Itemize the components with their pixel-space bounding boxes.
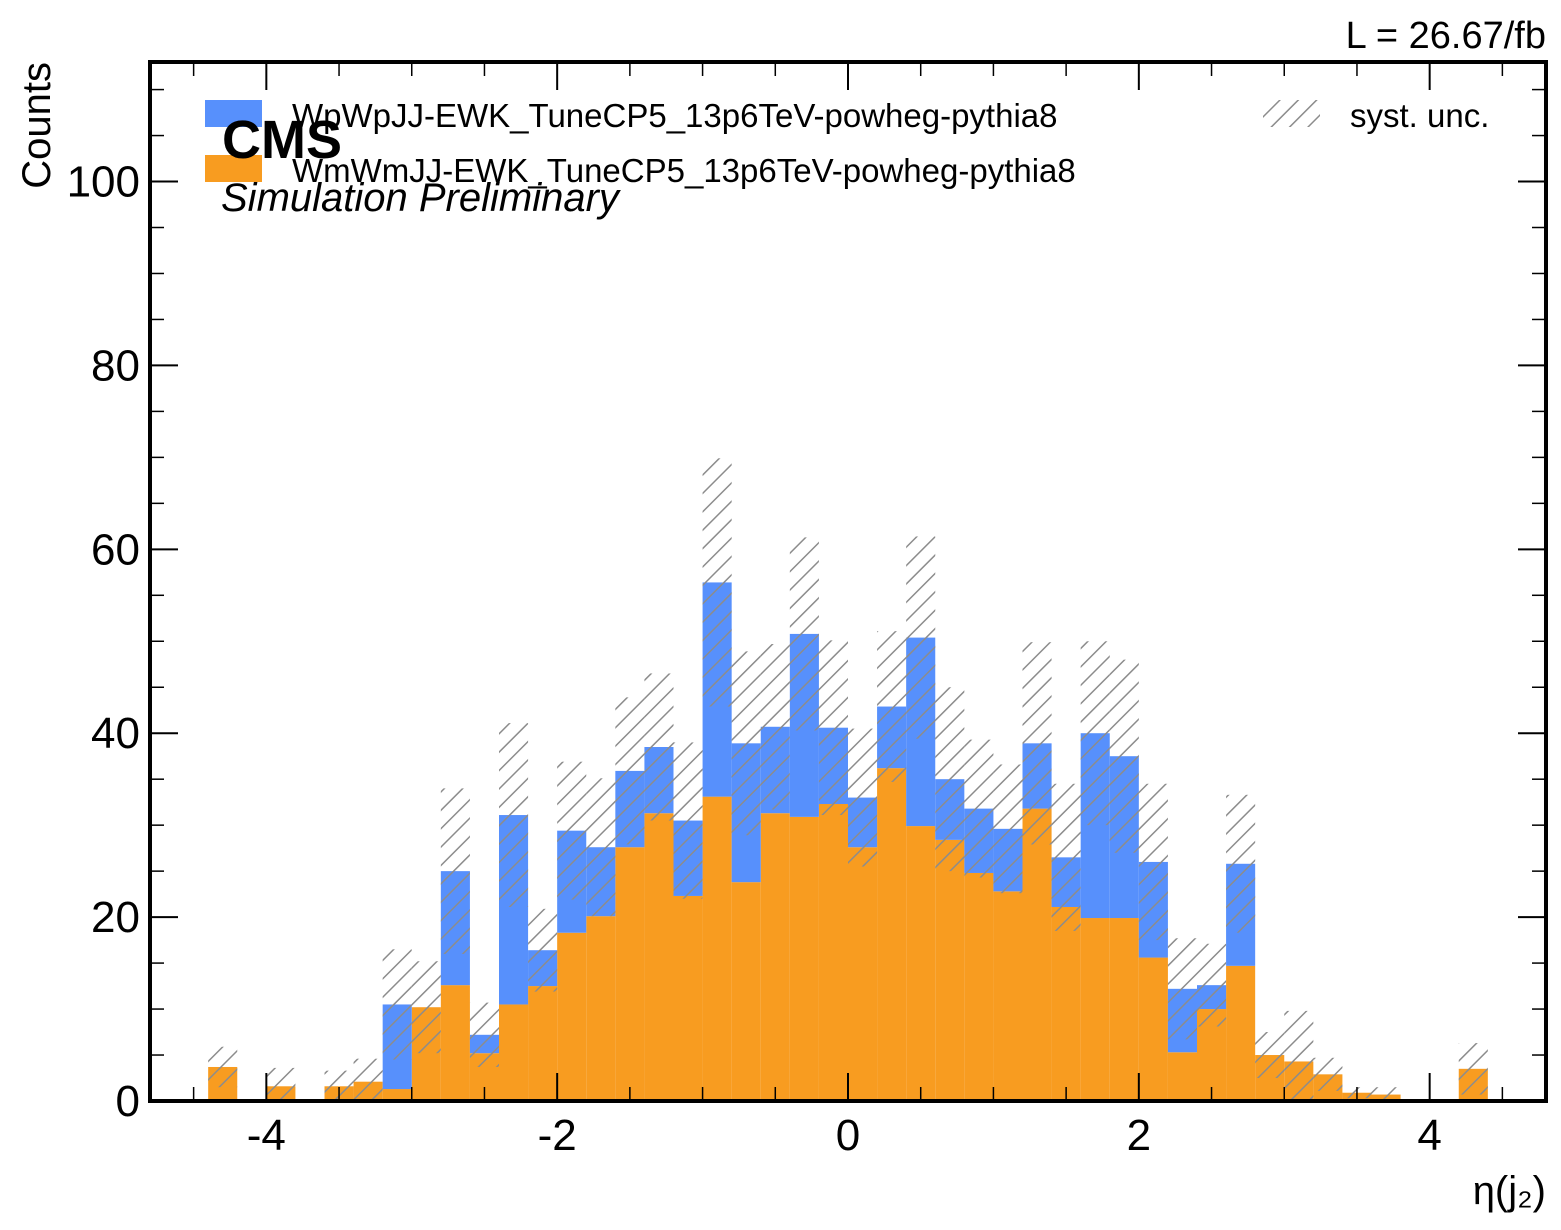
syst-unc-band [993, 764, 1023, 894]
syst-unc-band [848, 728, 878, 867]
wmwm-bar [1022, 808, 1052, 1101]
syst-unc-band [1371, 1087, 1401, 1101]
x-tick-label: -2 [538, 1111, 577, 1160]
y-tick-label: 60 [91, 525, 140, 574]
plot-frame [148, 60, 1548, 1103]
wmwm-bar [586, 916, 616, 1101]
cms-label: CMS [222, 110, 342, 170]
legend-swatch-wpwp [205, 100, 262, 127]
lumi-label: L = 26.67/fb [1346, 15, 1546, 57]
syst-unc-band [353, 1058, 383, 1101]
wmwm-bar [935, 839, 965, 1101]
y-tick-label: 0 [116, 1077, 140, 1126]
syst-unc-band [266, 1067, 296, 1101]
y-tick-label: 40 [91, 709, 140, 758]
syst-unc-band [1255, 1032, 1285, 1079]
y-tick-label: 100 [67, 158, 140, 207]
wmwm-bar [615, 847, 645, 1101]
wmwm-bars [208, 768, 1488, 1101]
syst-unc-band [499, 723, 529, 907]
wmwm-bar [993, 891, 1023, 1101]
wmwm-bar [1167, 1052, 1197, 1101]
syst-unc-band [382, 949, 412, 1060]
syst-unc-band [673, 742, 703, 899]
syst-unc-band [1284, 1010, 1314, 1101]
x-axis-title: η(j₂) [1473, 1169, 1546, 1213]
wmwm-bar [1226, 965, 1256, 1101]
syst-unc-band [411, 961, 441, 1054]
axis-ticks [150, 62, 1546, 1102]
syst-unc-band [1109, 659, 1139, 853]
wmwm-bar [1138, 957, 1168, 1101]
y-tick-label: 20 [91, 893, 140, 942]
legend-swatch-unc [1263, 100, 1320, 127]
syst-unc-band [731, 651, 761, 836]
wmwm-bar [557, 932, 587, 1101]
syst-unc-band [789, 537, 819, 731]
syst-unc-band [528, 908, 558, 992]
syst-unc-band [818, 640, 848, 816]
wmwm-bar [673, 895, 703, 1101]
x-tick-label: 2 [1127, 1111, 1151, 1160]
syst-unc-band [1051, 783, 1081, 931]
wmwm-bar [528, 986, 558, 1101]
syst-unc-band [1197, 943, 1227, 1027]
wmwm-bar [818, 804, 848, 1101]
wmwm-bar [877, 768, 907, 1101]
syst-unc-band [1167, 938, 1197, 1040]
syst-unc-band [877, 631, 907, 782]
legend-label-wmwm: WmWmJJ-EWK_TuneCP5_13p6TeV-powheg-pythia… [292, 152, 1076, 189]
legend-swatch-wmwm [205, 155, 262, 182]
y-axis-title: Counts [15, 62, 59, 189]
legend: WpWpJJ-EWK_TuneCP5_13p6TeV-powheg-pythia… [205, 97, 1489, 189]
wmwm-bar [644, 813, 674, 1101]
syst-unc-band [557, 761, 587, 900]
syst-unc-band [469, 1002, 499, 1067]
syst-unc-band [1022, 642, 1052, 845]
x-tick-label: 0 [836, 1111, 860, 1160]
syst-unc-band [1138, 783, 1168, 941]
syst-unc-band [586, 778, 616, 917]
wmwm-bar [731, 882, 761, 1101]
legend-label-unc: syst. unc. [1350, 97, 1489, 134]
wmwm-bar [789, 816, 819, 1101]
wmwm-bar [499, 1004, 529, 1101]
wmwm-bar [964, 872, 994, 1101]
wmwm-bar [440, 985, 470, 1101]
y-tick-label: 80 [91, 341, 140, 390]
syst-unc-band [644, 673, 674, 821]
wmwm-bar [702, 796, 732, 1101]
syst-unc-band [615, 697, 645, 845]
wmwm-bar [848, 847, 878, 1101]
syst-unc-band [208, 1046, 238, 1088]
cms-sublabel: Simulation Preliminary [221, 176, 622, 220]
x-tick-label: -4 [247, 1111, 286, 1160]
wmwm-bar [906, 826, 936, 1101]
wmwm-bar [760, 813, 790, 1101]
syst-unc-band [1458, 1043, 1488, 1095]
syst-unc-band [440, 788, 470, 954]
legend-label-wpwp: WpWpJJ-EWK_TuneCP5_13p6TeV-powheg-pythia… [292, 97, 1058, 134]
wmwm-bar [1109, 918, 1139, 1101]
syst-unc-bands [208, 458, 1488, 1101]
syst-unc-band [935, 687, 965, 872]
syst-unc-band [906, 536, 936, 739]
syst-unc-band [702, 458, 732, 707]
wmwm-bar [1051, 906, 1081, 1101]
syst-unc-band [760, 644, 790, 810]
x-tick-label: 4 [1417, 1111, 1441, 1160]
syst-unc-band [1226, 794, 1256, 933]
syst-unc-band [964, 739, 994, 878]
syst-unc-band [1080, 641, 1110, 826]
wmwm-bar [382, 1089, 412, 1101]
wmwm-bar [1080, 918, 1110, 1101]
syst-unc-band [1313, 1057, 1343, 1091]
